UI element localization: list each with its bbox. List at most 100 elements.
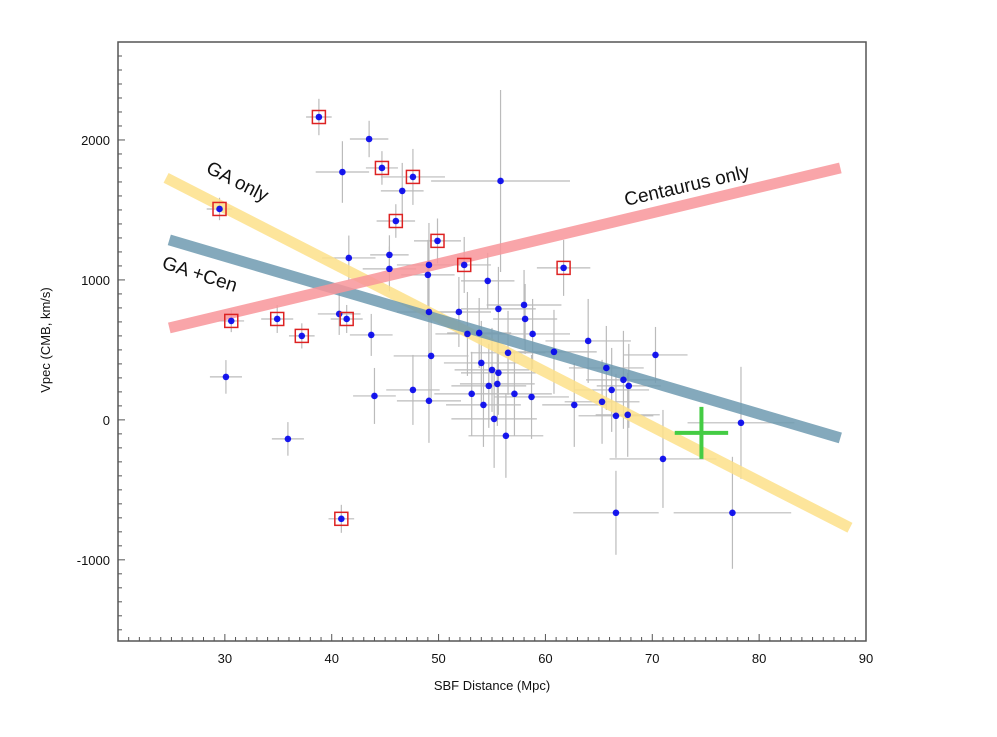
y-tick-label: -1000: [77, 553, 110, 568]
data-point: [497, 177, 504, 185]
data-point: [550, 348, 558, 356]
highlight-box: [388, 213, 404, 229]
data-point: [620, 376, 627, 384]
data-point: [485, 382, 493, 390]
data-point: [495, 369, 502, 377]
highlight-box: [224, 313, 239, 329]
data-point: [521, 315, 529, 323]
data-point: [464, 330, 471, 338]
data-point: [284, 435, 292, 443]
data-point: [612, 412, 620, 420]
data-point: [367, 331, 375, 339]
y-tick-label: 1000: [81, 273, 110, 288]
data-point: [273, 315, 281, 323]
data-point: [529, 330, 536, 338]
data-point: [495, 305, 502, 313]
model-line: [167, 234, 842, 444]
data-point: [298, 332, 306, 340]
x-axis-label: SBF Distance (Mpc): [434, 678, 550, 693]
x-tick-label: 60: [538, 651, 552, 666]
y-tick-labels: -1000 0 1000 2000: [77, 133, 110, 568]
highlight-box: [374, 160, 390, 176]
highlight-box: [294, 328, 310, 344]
data-point: [425, 397, 433, 405]
highlight-box: [430, 233, 445, 249]
data-point: [560, 264, 567, 272]
data-points: [212, 109, 745, 527]
data-point: [339, 168, 346, 176]
data-point: [335, 310, 343, 318]
data-point: [729, 509, 736, 517]
data-point: [468, 390, 475, 398]
data-point: [338, 515, 345, 523]
data-point: [478, 359, 485, 367]
axis-ticks: [118, 41, 867, 641]
data-point: [484, 277, 492, 285]
data-point: [490, 415, 498, 423]
x-tick-label: 90: [859, 651, 873, 666]
data-point: [488, 366, 496, 374]
data-point: [386, 251, 393, 259]
highlight-box: [405, 169, 421, 185]
data-point: [222, 373, 230, 381]
data-point: [434, 237, 441, 245]
data-point: [598, 398, 606, 406]
data-point: [584, 337, 592, 345]
x-tick-labels: 30 40 50 60 70 80 90: [218, 651, 874, 666]
data-point: [378, 164, 386, 172]
data-point: [460, 261, 468, 269]
x-tick-label: 50: [431, 651, 445, 666]
data-point: [398, 187, 406, 195]
highlight-box: [269, 311, 285, 327]
data-point: [345, 254, 353, 262]
data-point: [612, 509, 620, 517]
data-point: [386, 265, 393, 273]
data-point: [424, 271, 432, 279]
highlight-box: [311, 109, 327, 125]
data-point: [659, 455, 667, 463]
data-point: [392, 217, 400, 225]
data-point: [371, 392, 378, 400]
data-point: [520, 301, 528, 309]
highlight-box: [556, 260, 571, 276]
highlight-box: [334, 511, 349, 527]
data-point: [652, 351, 659, 359]
model-line: [168, 162, 842, 334]
data-point: [343, 315, 350, 323]
highlight-box: [339, 311, 354, 327]
data-point: [409, 386, 417, 394]
data-point: [480, 401, 487, 409]
data-point: [427, 352, 435, 360]
x-tick-label: 80: [752, 651, 766, 666]
highlight-box: [456, 257, 472, 273]
data-point: [502, 432, 510, 440]
data-point: [227, 317, 235, 325]
data-point: [425, 308, 433, 316]
data-point: [737, 419, 745, 427]
data-point: [475, 329, 483, 337]
data-point: [504, 349, 512, 357]
data-point: [625, 382, 633, 390]
data-point: [624, 411, 632, 419]
highlight-box: [212, 201, 227, 217]
data-point: [425, 261, 433, 269]
data-point: [315, 113, 323, 121]
x-tick-label: 40: [324, 651, 338, 666]
y-tick-label: 2000: [81, 133, 110, 148]
data-point: [528, 393, 535, 401]
green-cross-marker: [674, 406, 729, 459]
data-point: [608, 386, 615, 394]
y-axis-label: Vpec (CMB, km/s): [38, 287, 53, 392]
data-point: [494, 380, 501, 388]
data-point: [511, 390, 518, 398]
data-point: [455, 308, 463, 316]
x-tick-label: 30: [218, 651, 232, 666]
data-point: [409, 173, 417, 181]
data-point: [570, 401, 578, 409]
data-point: [216, 205, 223, 213]
data-point: [365, 135, 373, 143]
data-point: [603, 364, 610, 372]
x-tick-label: 70: [645, 651, 659, 666]
y-tick-label: 0: [103, 413, 110, 428]
